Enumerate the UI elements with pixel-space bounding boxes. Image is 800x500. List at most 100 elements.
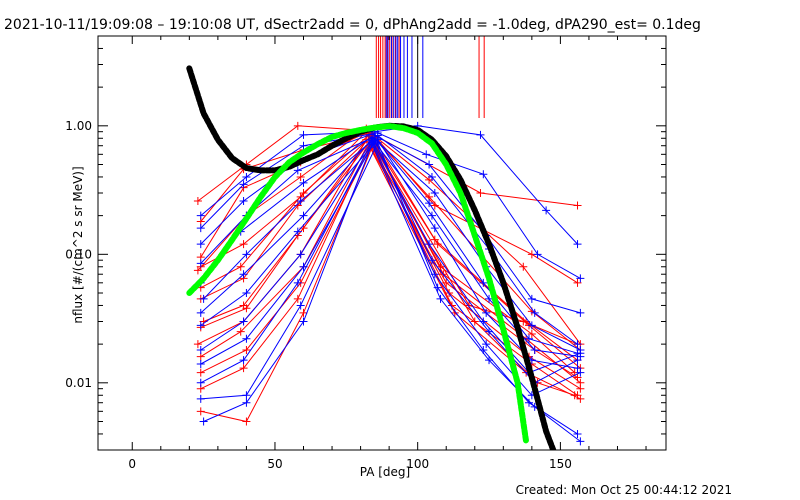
data-point: [524, 334, 533, 343]
data-point: [527, 329, 536, 338]
series-line: [203, 137, 578, 354]
x-axis-label: PA [deg]: [360, 465, 410, 479]
data-point: [427, 256, 436, 265]
plot-frame: [97, 35, 667, 451]
data-point: [573, 364, 582, 373]
footer-created: Created: Mon Oct 25 00:44:12 2021: [516, 483, 732, 497]
series-line: [200, 133, 581, 314]
data-point: [527, 321, 536, 330]
y-tick-label: 1.00: [65, 119, 92, 133]
plot-area: [186, 36, 585, 450]
data-point: [196, 407, 205, 416]
data-point: [239, 317, 248, 326]
data-point: [573, 340, 582, 349]
series-line: [200, 140, 578, 384]
data-point: [242, 288, 251, 297]
data-point: [293, 278, 302, 287]
data-point: [296, 301, 305, 310]
data-point: [196, 394, 205, 403]
data-point: [239, 356, 248, 365]
data-point: [482, 340, 491, 349]
data-point: [476, 130, 485, 139]
data-point: [196, 308, 205, 317]
data-point: [299, 130, 308, 139]
series-line: [203, 142, 581, 442]
data-point: [242, 346, 251, 355]
data-point: [236, 327, 245, 336]
data-point: [573, 240, 582, 249]
data-point: [196, 224, 205, 233]
data-point: [479, 278, 488, 287]
y-tick-label: 0.10: [65, 247, 92, 261]
data-point: [430, 189, 439, 198]
data-point: [373, 138, 382, 147]
data-point: [430, 224, 439, 233]
data-point: [519, 317, 528, 326]
data-point: [576, 308, 585, 317]
data-point: [293, 294, 302, 303]
data-point: [425, 160, 434, 169]
data-point: [530, 346, 539, 355]
data-point: [293, 227, 302, 236]
data-point: [196, 378, 205, 387]
data-point: [576, 384, 585, 393]
data-point: [296, 250, 305, 259]
data-point: [433, 240, 442, 249]
data-point: [524, 398, 533, 407]
data-point: [236, 262, 245, 271]
data-point: [299, 211, 308, 220]
data-point: [196, 240, 205, 249]
data-point: [193, 196, 202, 205]
data-point: [296, 196, 305, 205]
series-line: [200, 140, 581, 396]
data-point: [485, 327, 494, 336]
data-point: [196, 360, 205, 369]
data-point: [427, 211, 436, 220]
x-tick-label: 100: [406, 457, 429, 471]
data-point: [196, 321, 205, 330]
data-point: [533, 250, 542, 259]
data-point: [242, 398, 251, 407]
series-line: [200, 132, 581, 279]
data-point: [293, 121, 302, 130]
data-point: [239, 196, 248, 205]
data-point: [239, 180, 248, 189]
data-point: [576, 274, 585, 283]
data-point: [299, 141, 308, 150]
data-point: [573, 201, 582, 210]
data-point: [573, 429, 582, 438]
data-point: [476, 189, 485, 198]
data-point: [573, 278, 582, 287]
series-line: [197, 125, 578, 206]
data-point: [196, 346, 205, 355]
data-point: [427, 172, 436, 181]
data-point: [196, 211, 205, 220]
data-point: [576, 368, 585, 377]
data-point: [293, 166, 302, 175]
data-point: [470, 317, 479, 326]
data-point: [368, 140, 377, 149]
data-point: [479, 170, 488, 179]
data-point: [573, 356, 582, 365]
y-axis: 0.01 0.10 1.00: [65, 35, 666, 451]
data-point: [570, 391, 579, 400]
data-point: [485, 356, 494, 365]
data-point: [299, 178, 308, 187]
data-point: [436, 294, 445, 303]
x-tick-label: 50: [267, 457, 282, 471]
data-point: [242, 172, 251, 181]
data-point: [242, 250, 251, 259]
data-point: [576, 394, 585, 403]
data-point: [519, 262, 528, 271]
data-point: [196, 368, 205, 377]
data-point: [425, 240, 434, 249]
data-series: [193, 121, 582, 210]
data-point: [576, 349, 585, 358]
x-tick-label: 150: [549, 457, 572, 471]
fit-curve: [186, 123, 530, 445]
data-point: [242, 304, 251, 313]
x-axis: 0 50 100 150: [128, 36, 647, 471]
data-point: [482, 308, 491, 317]
data-point: [242, 334, 251, 343]
